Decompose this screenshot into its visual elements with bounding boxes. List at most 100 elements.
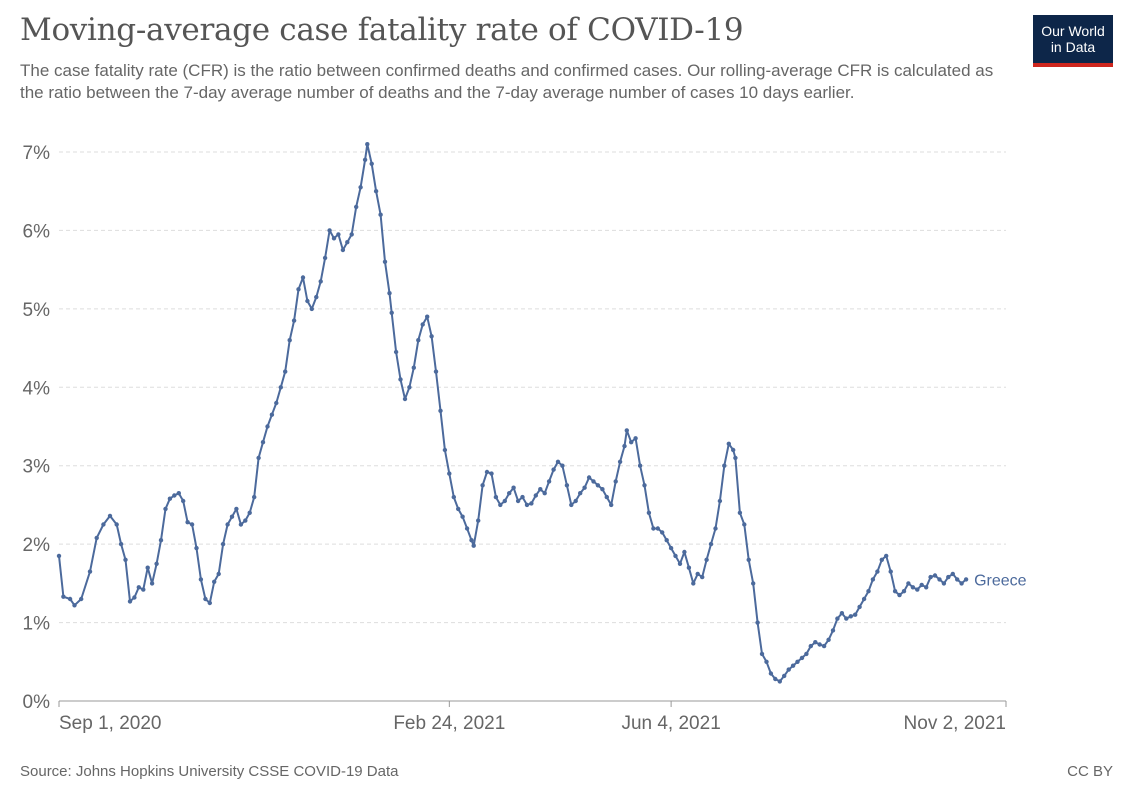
data-point[interactable] — [910, 585, 916, 590]
data-point[interactable] — [511, 485, 516, 490]
data-point[interactable] — [870, 577, 876, 582]
data-point[interactable] — [542, 491, 547, 496]
data-point[interactable] — [252, 494, 257, 500]
data-point[interactable] — [746, 557, 751, 562]
data-point[interactable] — [362, 157, 368, 162]
data-point[interactable] — [569, 502, 574, 508]
data-point[interactable] — [274, 400, 279, 406]
data-point[interactable] — [358, 185, 363, 190]
data-point[interactable] — [225, 522, 230, 527]
data-point[interactable] — [704, 557, 709, 562]
data-point[interactable] — [637, 463, 643, 468]
data-point[interactable] — [717, 498, 723, 504]
data-point[interactable] — [87, 569, 93, 574]
data-point[interactable] — [866, 589, 871, 594]
data-point[interactable] — [633, 436, 638, 441]
data-point[interactable] — [533, 493, 538, 498]
data-point[interactable] — [220, 541, 226, 547]
data-point[interactable] — [642, 483, 647, 488]
data-point[interactable] — [857, 604, 862, 610]
data-point[interactable] — [331, 236, 337, 241]
data-point[interactable] — [189, 522, 195, 527]
data-point[interactable] — [101, 522, 106, 527]
license-label[interactable]: CC BY — [1067, 763, 1113, 780]
data-point[interactable] — [941, 581, 947, 586]
data-point[interactable] — [624, 428, 629, 433]
data-point[interactable] — [655, 526, 660, 531]
data-point[interactable] — [700, 574, 705, 580]
data-point[interactable] — [471, 543, 476, 548]
data-point[interactable] — [287, 338, 292, 343]
data-point[interactable] — [238, 522, 244, 527]
data-point[interactable] — [591, 479, 596, 484]
data-point[interactable] — [804, 651, 809, 657]
data-point[interactable] — [915, 587, 920, 592]
data-point[interactable] — [460, 514, 465, 519]
data-point[interactable] — [582, 485, 587, 490]
data-point[interactable] — [378, 212, 383, 217]
data-point[interactable] — [398, 377, 403, 382]
owid-logo[interactable]: Our World in Data — [1033, 15, 1113, 67]
data-point[interactable] — [751, 581, 756, 586]
data-point[interactable] — [830, 628, 836, 633]
data-point[interactable] — [167, 496, 173, 501]
series-line-greece[interactable] — [58, 143, 967, 683]
data-point[interactable] — [919, 582, 924, 588]
data-point[interactable] — [194, 545, 199, 551]
data-point[interactable] — [181, 498, 186, 504]
data-point[interactable] — [928, 574, 933, 580]
data-point[interactable] — [176, 491, 181, 496]
data-point[interactable] — [373, 189, 379, 194]
data-point[interactable] — [660, 530, 665, 535]
data-point[interactable] — [613, 479, 618, 484]
data-point[interactable] — [464, 526, 470, 531]
data-point[interactable] — [442, 447, 448, 453]
data-point[interactable] — [154, 561, 159, 566]
data-point[interactable] — [817, 642, 822, 647]
data-point[interactable] — [243, 518, 248, 523]
data-point[interactable] — [595, 483, 601, 488]
data-point[interactable] — [212, 579, 217, 584]
data-point[interactable] — [79, 596, 84, 602]
data-point[interactable] — [456, 506, 461, 512]
data-point[interactable] — [382, 259, 388, 264]
data-point[interactable] — [416, 338, 421, 343]
data-point[interactable] — [551, 467, 556, 472]
data-point[interactable] — [777, 679, 782, 684]
data-point[interactable] — [600, 487, 605, 492]
data-point[interactable] — [737, 510, 743, 515]
data-point[interactable] — [269, 412, 275, 417]
data-point[interactable] — [578, 491, 583, 496]
data-point[interactable] — [790, 663, 796, 668]
data-point[interactable] — [278, 385, 283, 390]
data-point[interactable] — [664, 538, 669, 543]
data-point[interactable] — [529, 501, 534, 506]
data-point[interactable] — [229, 514, 235, 519]
source-note[interactable]: Source: Johns Hopkins University CSSE CO… — [20, 763, 399, 780]
data-point[interactable] — [318, 279, 323, 284]
data-point[interactable] — [172, 493, 177, 498]
data-point[interactable] — [861, 596, 867, 602]
data-point[interactable] — [256, 455, 261, 461]
data-point[interactable] — [118, 541, 124, 547]
data-point[interactable] — [733, 455, 738, 461]
data-point[interactable] — [848, 614, 853, 619]
data-point[interactable] — [677, 561, 683, 566]
data-point[interactable] — [345, 240, 350, 245]
data-point[interactable] — [425, 314, 430, 319]
data-point[interactable] — [438, 408, 443, 413]
data-point[interactable] — [955, 577, 960, 582]
data-point[interactable] — [132, 595, 137, 600]
data-point[interactable] — [937, 577, 942, 582]
data-point[interactable] — [447, 471, 452, 476]
data-point[interactable] — [609, 502, 614, 508]
data-point[interactable] — [682, 549, 687, 555]
data-point[interactable] — [141, 587, 146, 592]
data-point[interactable] — [489, 471, 494, 476]
data-point[interactable] — [365, 142, 370, 147]
data-point[interactable] — [283, 369, 288, 374]
data-point[interactable] — [782, 673, 787, 679]
data-point[interactable] — [484, 469, 490, 475]
data-point[interactable] — [629, 440, 634, 445]
data-point[interactable] — [755, 620, 760, 625]
